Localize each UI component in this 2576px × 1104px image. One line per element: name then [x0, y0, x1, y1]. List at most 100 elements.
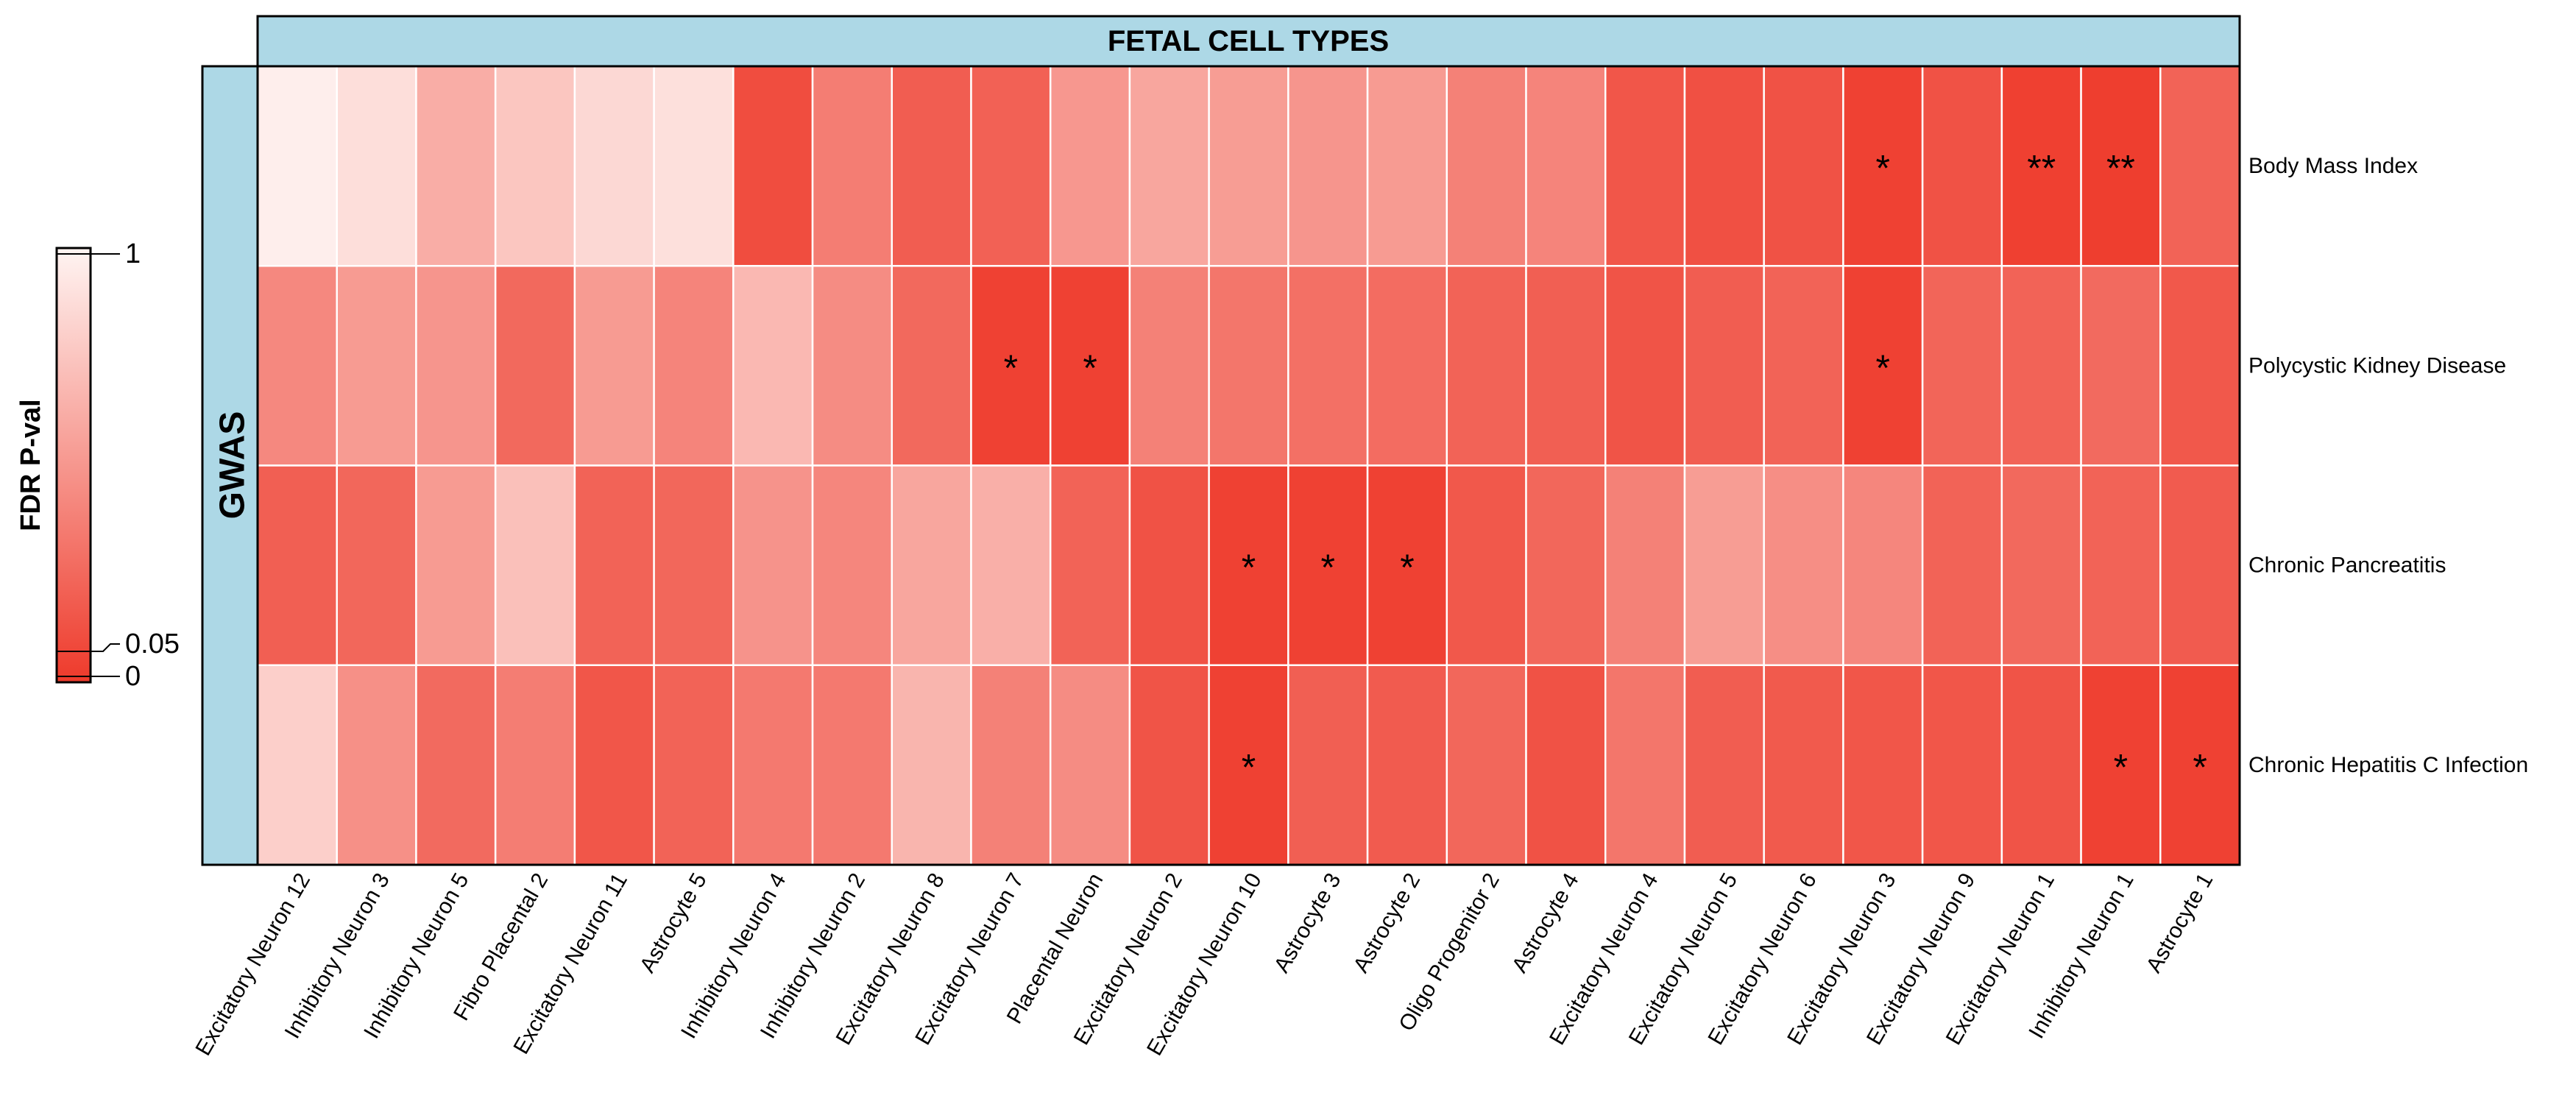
heatmap-cell	[1366, 664, 1448, 866]
heatmap-cell	[1049, 65, 1131, 267]
heatmap-cell	[1208, 65, 1289, 267]
heatmap-cell	[1446, 664, 1527, 866]
heatmap-cell	[970, 65, 1052, 267]
heatmap-cell	[1604, 265, 1686, 467]
heatmap-cell	[256, 65, 338, 267]
heatmap-cell	[1842, 65, 1924, 267]
legend-tick-connector	[91, 643, 120, 652]
heatmap-cell	[1683, 464, 1765, 666]
heatmap-cell	[2159, 464, 2241, 666]
heatmap-cell	[1525, 464, 1607, 666]
heatmap-cell	[2159, 664, 2241, 866]
legend-colorbar	[55, 247, 92, 684]
significance-marker: *	[1242, 547, 1256, 588]
heatmap-cell	[891, 265, 972, 467]
heatmap-cell	[1446, 464, 1527, 666]
heatmap-cell	[1921, 664, 2003, 866]
heatmap-cell	[256, 464, 338, 666]
heatmap-cell	[573, 265, 655, 467]
heatmap-cell	[1128, 464, 1210, 666]
heatmap-cell	[494, 65, 576, 267]
significance-marker: *	[1242, 746, 1256, 788]
heatmap-cell	[732, 65, 814, 267]
heatmap-cell	[1366, 65, 1448, 267]
significance-marker: *	[2193, 746, 2207, 788]
row-labels: Body Mass Index Polycystic Kidney Disease…	[2248, 154, 2528, 777]
heatmap-cell	[494, 265, 576, 467]
heatmap-cell	[1128, 265, 1210, 467]
heatmap-cell	[811, 464, 894, 666]
legend-tick-label: 0	[125, 661, 141, 692]
heatmap-cell	[653, 664, 735, 866]
heatmap-cell	[336, 664, 417, 866]
heatmap-cell	[1763, 464, 1844, 666]
heatmap-cell	[573, 464, 655, 666]
heatmap-cells	[256, 65, 2241, 866]
heatmap-cell	[2080, 265, 2162, 467]
heatmap-cell	[2000, 464, 2082, 666]
heatmap-cell	[2159, 65, 2241, 267]
heatmap-cell	[1842, 265, 1924, 467]
heatmap-cell	[653, 65, 735, 267]
heatmap-cell	[1683, 265, 1765, 467]
row-label: Polycystic Kidney Disease	[2248, 353, 2506, 378]
heatmap-cell	[573, 65, 655, 267]
heatmap-cell	[494, 664, 576, 866]
row-group-label: GWAS	[213, 411, 252, 520]
heatmap-cell	[1049, 265, 1131, 467]
heatmap-cell	[2000, 664, 2082, 866]
heatmap-cell	[336, 65, 417, 267]
heatmap-cell	[1287, 265, 1369, 467]
heatmap-cell	[573, 664, 655, 866]
significance-marker: *	[1320, 547, 1334, 588]
significance-marker: *	[1876, 347, 1890, 389]
row-group-bar	[201, 65, 259, 866]
heatmap-cell	[494, 464, 576, 666]
heatmap-cell	[256, 664, 338, 866]
significance-marker: *	[1876, 148, 1890, 189]
heatmap-cell	[732, 464, 814, 666]
heatmap-cell	[415, 464, 497, 666]
significance-marker: *	[1004, 347, 1018, 389]
heatmap-cell	[1921, 65, 2003, 267]
heatmap-cell	[1683, 65, 1765, 267]
legend-ticks: 1 0.050	[57, 238, 180, 692]
heatmap-cell	[2000, 265, 2082, 467]
heatmap-cell	[336, 265, 417, 467]
heatmap-cell	[732, 664, 814, 866]
legend-title: FDR P-val	[15, 399, 46, 531]
heatmap-cell	[415, 664, 497, 866]
legend-tick-label: 0.05	[125, 629, 180, 659]
heatmap-cell	[1525, 65, 1607, 267]
heatmap-cell	[1763, 265, 1844, 467]
heatmap-cell	[1287, 464, 1369, 666]
heatmap-cell	[1208, 464, 1289, 666]
heatmap-cell	[256, 265, 338, 467]
significance-marker: *	[2114, 746, 2128, 788]
heatmap-cell	[970, 464, 1052, 666]
heatmap-cell	[1683, 664, 1765, 866]
heatmap-cell	[1049, 464, 1131, 666]
significance-marker: **	[2027, 148, 2056, 189]
heatmap-cell	[653, 464, 735, 666]
heatmap-cell	[1525, 265, 1607, 467]
heatmap-cell	[811, 664, 894, 866]
heatmap-cell	[1446, 65, 1527, 267]
heatmap-cell	[1287, 65, 1369, 267]
legend-tick-label: 1	[125, 238, 141, 269]
heatmap-cell	[1128, 65, 1210, 267]
heatmap-cell	[415, 65, 497, 267]
heatmap-cell	[1525, 664, 1607, 866]
heatmap-cell	[2159, 265, 2241, 467]
significance-marker: *	[1400, 547, 1414, 588]
column-group-bar	[256, 15, 2241, 68]
heatmap-cell	[811, 65, 894, 267]
significance-markers: * ** *** * ** * ** * *	[1004, 148, 2207, 788]
heatmap-cell	[1208, 664, 1289, 866]
heatmap-cell	[415, 265, 497, 467]
heatmap-cell	[1208, 265, 1289, 467]
heatmap-cell	[891, 464, 972, 666]
heatmap-cell	[1763, 65, 1844, 267]
heatmap-cell	[811, 265, 894, 467]
